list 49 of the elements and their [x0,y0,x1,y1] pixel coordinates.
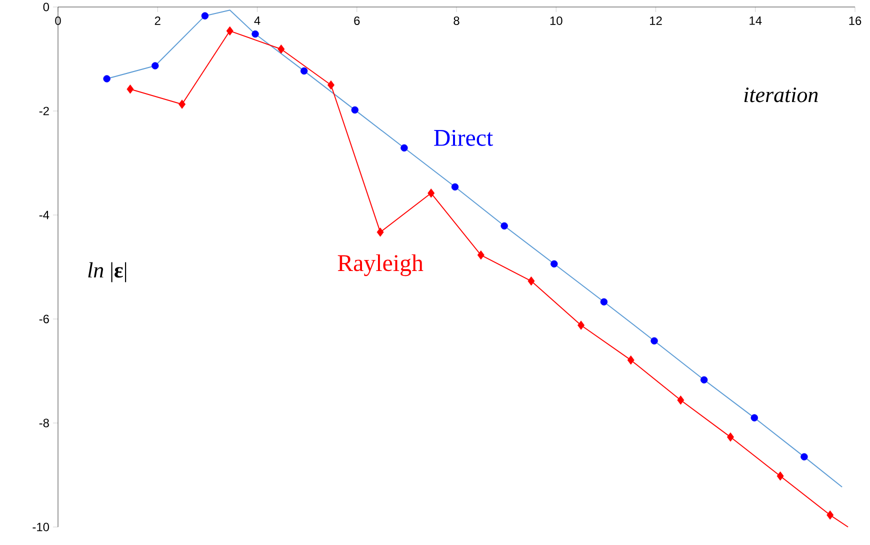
point [178,100,186,109]
point [550,260,558,268]
point [103,75,110,82]
x-tick-label: 2 [154,16,160,25]
point [700,376,708,384]
point [776,471,784,481]
x-tick-label: 4 [254,16,260,25]
point [300,67,308,75]
y-tick-label: 0 [43,2,50,12]
y-tick-label: -2 [39,106,49,116]
point [600,298,608,306]
point [500,222,508,230]
y-tick-label: -10 [32,522,50,532]
point [627,355,634,365]
x-tick-label: 14 [750,16,762,25]
point [376,228,384,237]
point [278,44,285,54]
point [152,62,159,70]
point [677,396,684,405]
point [451,183,459,191]
x-tick-label: 12 [650,16,662,25]
x-tick-label: 6 [354,16,360,25]
x-tick-label: 0 [55,16,61,25]
point [578,320,585,330]
x-tick-label: 16 [849,16,862,25]
point [528,276,535,286]
y-tick-label: -6 [39,314,49,324]
y-tick-label: -8 [39,418,49,428]
x-tick-label: 10 [550,16,562,25]
series-label: Rayleigh [338,254,424,276]
point [351,106,358,114]
y-tick-label: -4 [39,210,50,220]
point [477,250,484,260]
point [327,80,334,90]
series-label: Direct [434,130,494,146]
point [226,26,234,36]
point [428,188,435,198]
point [650,337,658,344]
y-axis-title: ln |ε| [88,262,126,282]
point [826,510,834,520]
point [750,414,758,422]
point [201,12,209,20]
x-axis-title: iteration [744,88,818,102]
point [800,453,808,460]
point [252,30,259,38]
point [400,144,408,152]
point [126,84,134,94]
x-tick-label: 8 [454,16,460,25]
point [726,432,734,442]
